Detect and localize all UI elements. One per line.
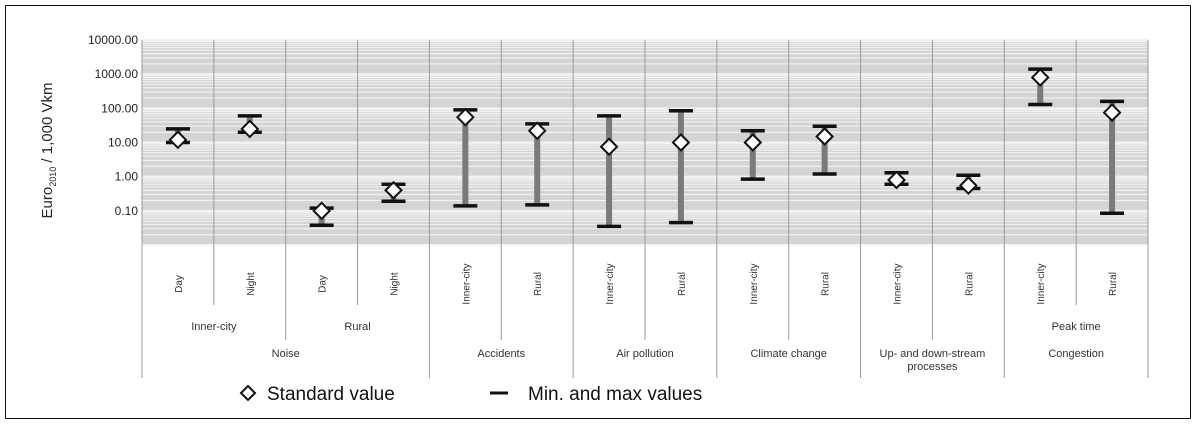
standard-value-marker [599,137,619,157]
y-tick-label: 10000.00 [88,33,138,47]
group-label: processes [907,361,958,373]
standard-value-marker [1102,103,1122,123]
category-label: Inner-city [893,263,904,304]
group-label: Up- and down-stream [880,348,986,360]
standard-value-marker [815,127,835,146]
group-label: Noise [272,348,300,360]
subgroup-label: Inner-city [191,321,237,333]
y-tick-label: 100.00 [101,101,138,115]
group-label: Accidents [477,348,525,360]
group-label: Climate change [750,348,826,360]
category-label: Night [246,272,257,296]
category-label: Inner-city [1036,263,1047,304]
standard-value-marker [671,133,691,152]
category-label: Inner-city [461,263,472,304]
standard-value-marker [1030,68,1050,87]
standard-value-marker [527,121,547,141]
standard-value-marker [168,130,188,150]
standard-value-marker [240,119,260,139]
standard-value-marker [384,180,403,200]
group-label: Congestion [1048,348,1104,360]
legend-diamond-icon [239,384,257,402]
standard-value-marker [455,107,475,127]
y-axis-label: Euro2010 / 1,000 Vkm [39,83,58,219]
chart-frame [5,5,1191,419]
y-tick-label: 10.00 [108,136,138,150]
y-tick-label: 1.00 [115,170,139,184]
standard-value-marker [312,201,332,221]
standard-value-marker [887,170,906,190]
y-tick-label: 0.10 [115,204,139,218]
category-label: Rural [533,272,544,296]
category-label: Day [174,275,185,293]
group-label: Air pollution [616,348,673,360]
y-tick-label: 1000.00 [95,67,139,81]
category-label: Rural [964,272,975,296]
category-label: Rural [677,272,688,296]
category-label: Inner-city [749,263,760,304]
category-label: Rural [1108,272,1119,296]
category-label: Inner-city [605,263,616,304]
legend-label: Standard value [267,384,395,405]
subgroup-label: Peak time [1052,321,1101,333]
legend-label: Min. and max values [528,384,702,405]
category-label: Day [318,275,329,293]
category-label: Night [390,272,401,296]
standard-value-marker [743,133,763,152]
category-label: Rural [821,272,832,296]
standard-value-marker [958,176,978,195]
subgroup-label: Rural [344,321,370,333]
